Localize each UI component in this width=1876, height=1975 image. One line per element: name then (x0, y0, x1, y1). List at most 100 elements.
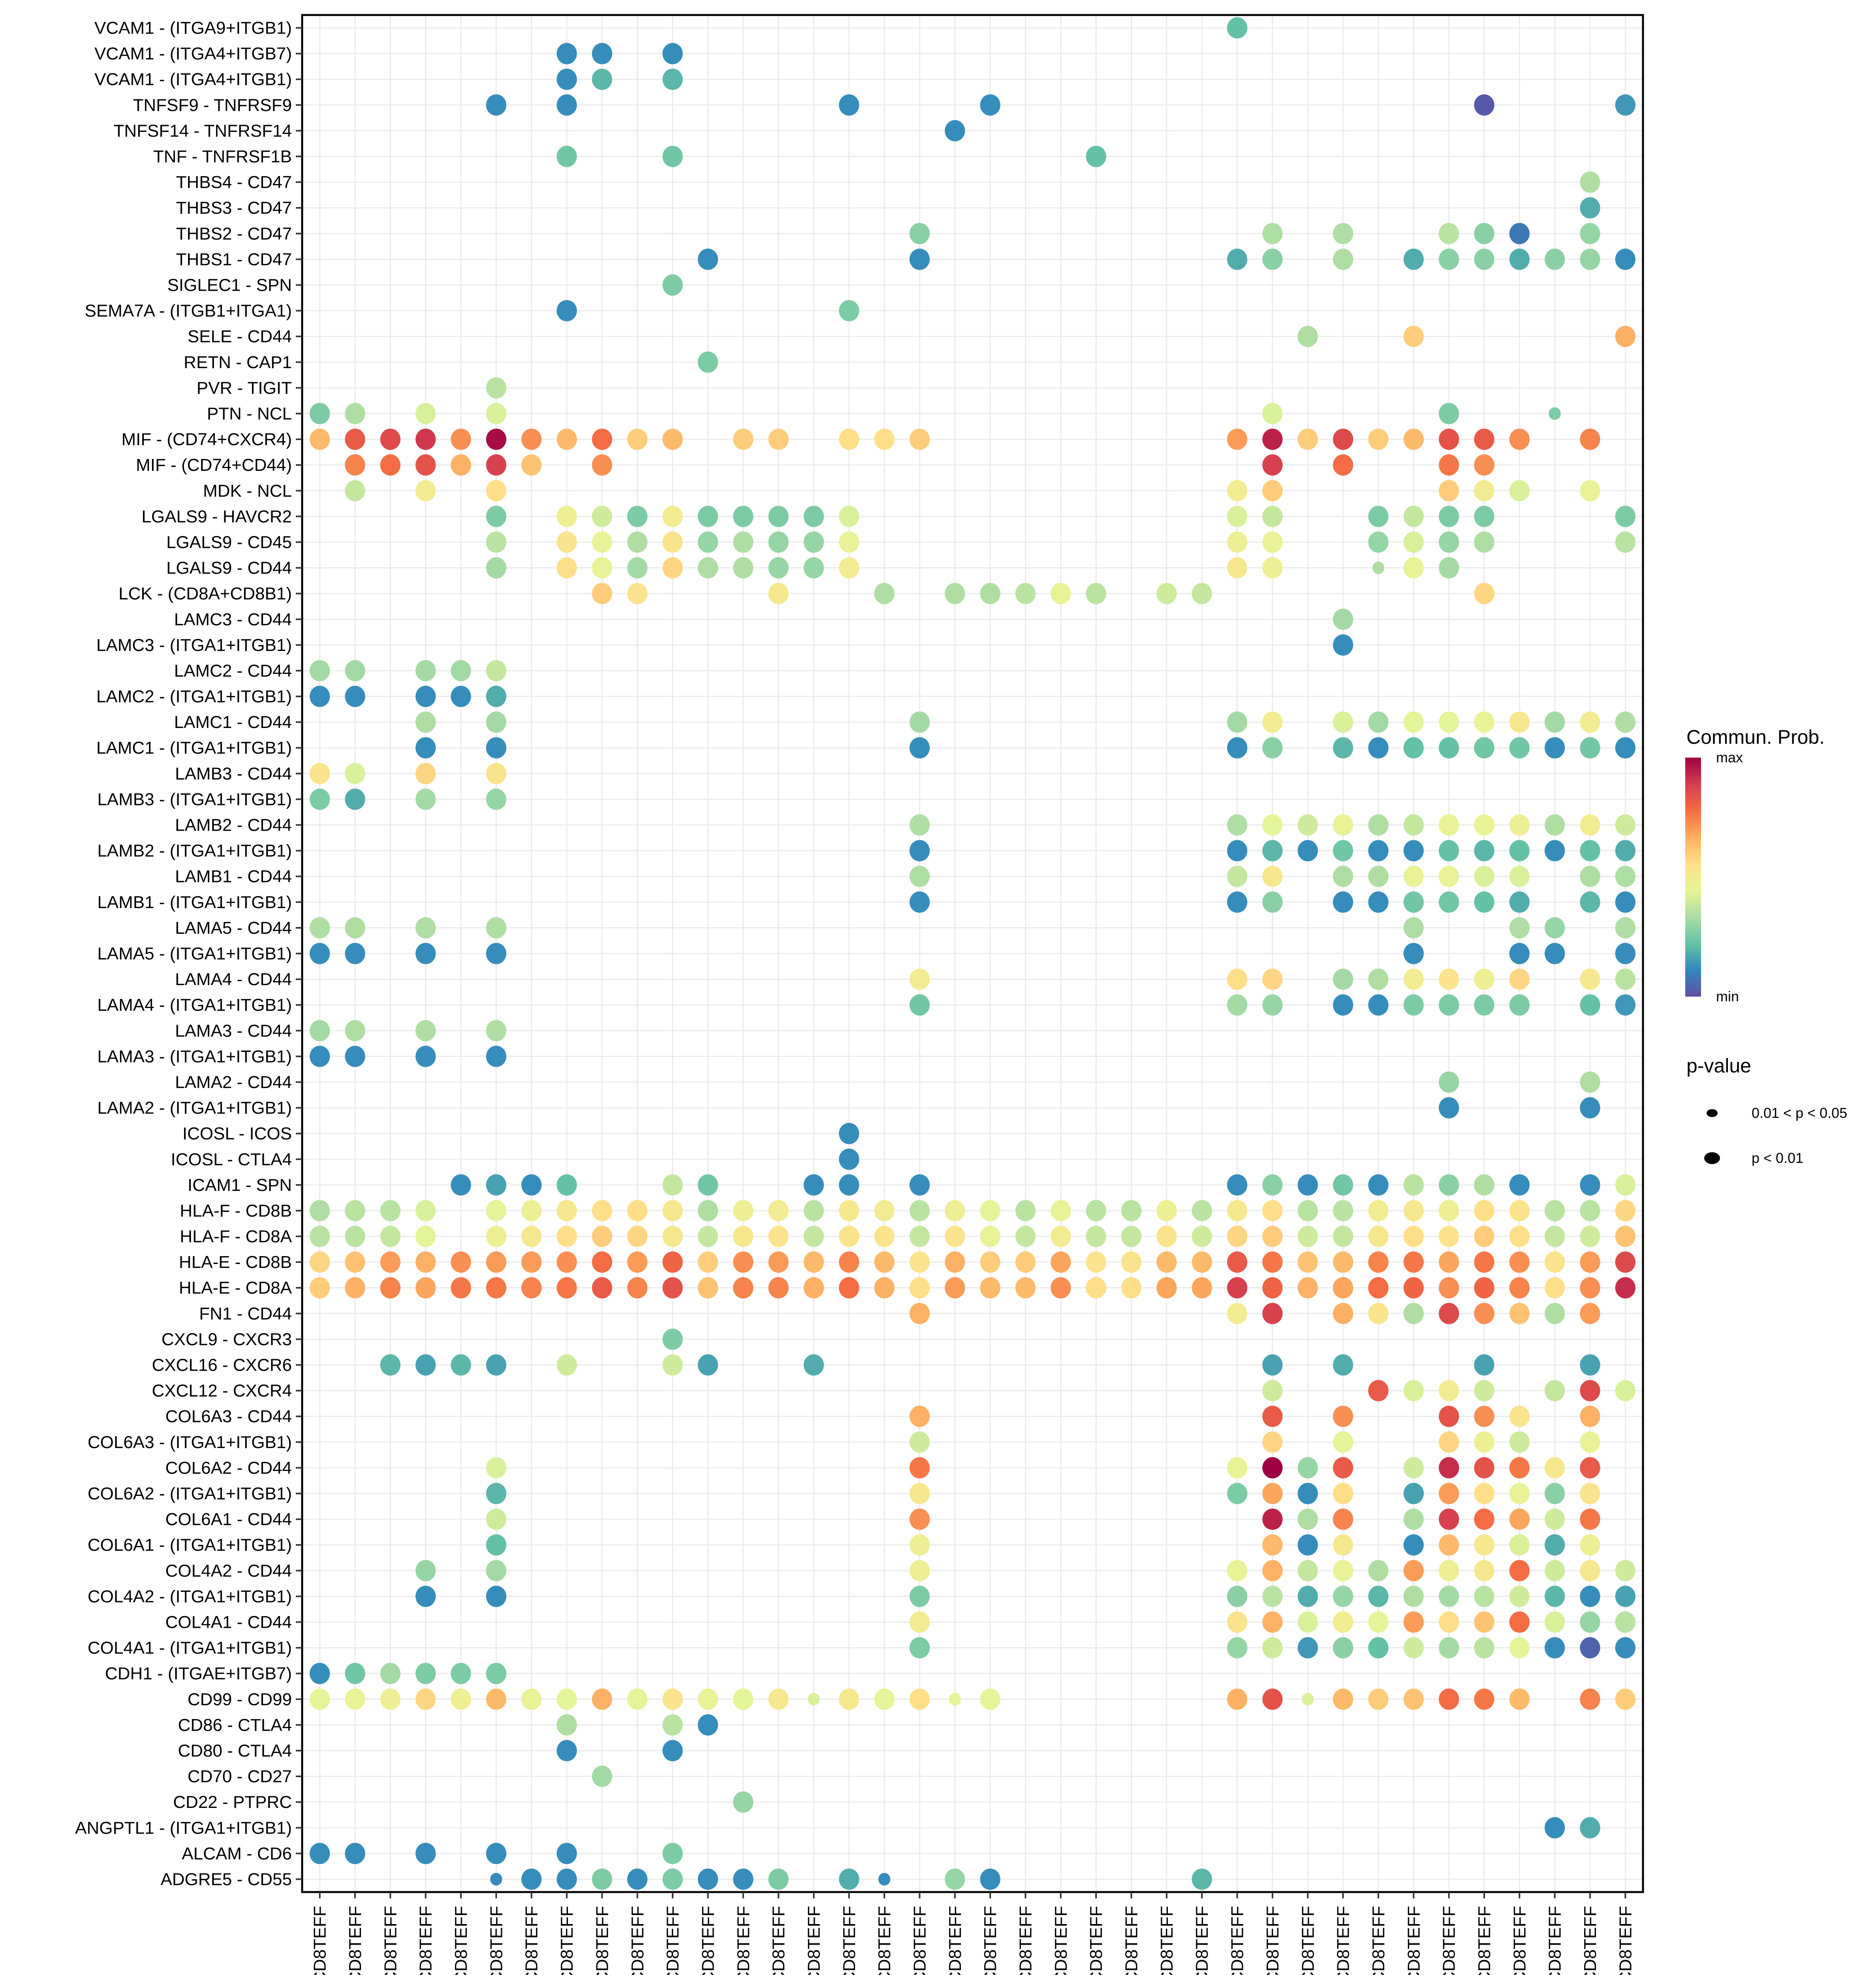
data-point (945, 1868, 965, 1890)
x-tick-label: MAST -> CD8TEFF (804, 1906, 823, 1975)
data-point (733, 1200, 754, 1221)
data-point (592, 1868, 613, 1890)
data-point (1227, 1637, 1248, 1659)
data-point (1474, 223, 1494, 245)
data-point (1544, 1251, 1565, 1273)
data-point (1615, 1174, 1635, 1196)
data-point (592, 1226, 613, 1247)
data-point (1333, 608, 1353, 630)
y-tick-label: FN1 - CD44 (199, 1304, 292, 1323)
data-point (1156, 1277, 1177, 1299)
data-point (909, 1637, 930, 1659)
data-point (345, 763, 365, 784)
data-point (1227, 969, 1248, 990)
data-point (980, 1277, 1000, 1299)
data-point (1192, 1200, 1212, 1221)
data-point (627, 557, 648, 579)
data-point (1368, 865, 1389, 887)
data-point (1509, 480, 1530, 502)
data-point (874, 1277, 895, 1299)
y-tick-label: CD99 - CD99 (188, 1690, 292, 1709)
data-point (627, 1200, 648, 1221)
data-point (1438, 891, 1459, 913)
data-point (1544, 840, 1565, 861)
color-legend-min: min (1716, 988, 1739, 1004)
data-point (733, 1277, 754, 1299)
data-point (345, 917, 365, 939)
data-point (1615, 1251, 1635, 1273)
data-point (1544, 737, 1565, 759)
data-point (1580, 197, 1600, 219)
data-point (1403, 840, 1424, 861)
y-tick-label: COL6A3 - CD44 (165, 1407, 292, 1426)
y-tick-label: CXCL9 - CXCR3 (162, 1330, 292, 1349)
data-point (556, 1714, 577, 1736)
data-point (521, 1688, 542, 1710)
y-tick-label: LAMC2 - (ITGA1+ITGB1) (96, 687, 292, 706)
x-tick-label: LYMEND -> CD8TEFF (1228, 1906, 1247, 1975)
data-point (1438, 1431, 1459, 1453)
data-point (1403, 917, 1424, 939)
data-point (1262, 1637, 1283, 1659)
data-point (909, 429, 930, 450)
data-point (1580, 1637, 1600, 1659)
data-point (380, 1354, 401, 1376)
x-tick-label: STM -> CD8TEFF (310, 1906, 330, 1975)
data-point (1368, 1200, 1389, 1221)
data-point (662, 1354, 683, 1376)
data-point (345, 686, 365, 707)
data-point (1262, 1611, 1283, 1633)
data-point (768, 1226, 789, 1247)
data-point (1192, 1226, 1212, 1247)
data-point (1227, 531, 1248, 553)
y-tick-label: LAMA4 - (ITGA1+ITGB1) (97, 995, 292, 1015)
data-point (1262, 1483, 1283, 1505)
data-point (1192, 1251, 1212, 1273)
x-tick-label: CD8TEFF -> CD8TEFF (769, 1906, 788, 1975)
data-point (1333, 1483, 1353, 1505)
data-point (1544, 814, 1565, 836)
data-point (1544, 711, 1565, 733)
data-point (486, 763, 507, 784)
data-point (1368, 429, 1389, 450)
data-point (451, 686, 471, 707)
x-tick-label: GDT -> CD8TEFF (946, 1906, 965, 1975)
data-point (980, 1226, 1000, 1247)
data-point (451, 429, 471, 450)
data-point (1403, 531, 1424, 553)
data-point (345, 1200, 365, 1221)
data-point (1051, 1251, 1071, 1273)
data-point (486, 686, 507, 707)
data-point (486, 1586, 507, 1607)
data-point (556, 68, 577, 90)
data-point (627, 583, 648, 604)
data-point (1403, 1534, 1424, 1556)
data-point (1333, 1251, 1353, 1273)
data-point (1333, 737, 1353, 759)
data-point (1438, 865, 1459, 887)
data-point (1227, 1688, 1248, 1710)
data-point (1086, 1226, 1106, 1247)
data-point (1262, 1303, 1283, 1324)
data-point (1227, 1611, 1248, 1633)
x-tick-label: TREG -> CD8TEFF (628, 1906, 647, 1975)
data-point (662, 531, 683, 553)
data-point (521, 1200, 542, 1221)
data-point (1333, 1586, 1353, 1607)
data-point (415, 1046, 436, 1067)
data-point (592, 1277, 613, 1299)
data-point (1403, 248, 1424, 270)
data-point (839, 1123, 859, 1144)
data-point (1262, 1277, 1283, 1299)
data-point (1509, 1483, 1530, 1505)
data-point (1368, 891, 1389, 913)
data-point (1438, 711, 1459, 733)
data-point (1580, 1380, 1600, 1401)
data-point (945, 1277, 965, 1299)
data-point (345, 403, 365, 424)
data-point (1262, 1431, 1283, 1453)
data-point (909, 1586, 930, 1607)
data-point (345, 1251, 365, 1273)
y-tick-label: COL6A1 - CD44 (165, 1510, 292, 1529)
data-point (486, 1534, 507, 1556)
